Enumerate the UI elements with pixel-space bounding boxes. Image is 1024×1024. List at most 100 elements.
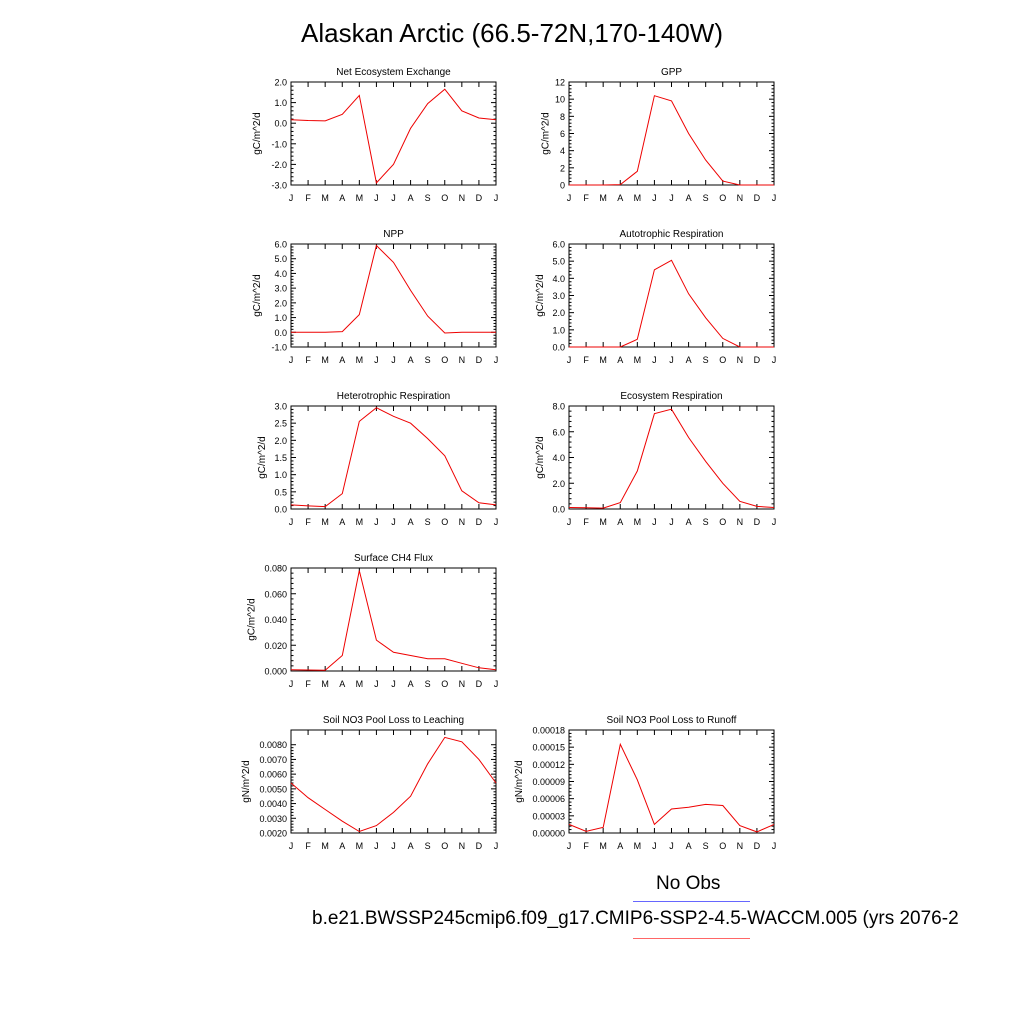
x-tick-label: O: [441, 355, 448, 365]
y-tick-label: -1.0: [271, 139, 287, 149]
series-line: [568, 408, 775, 509]
y-tick-label: 0.0: [274, 119, 287, 129]
x-tick-label: A: [408, 193, 414, 203]
y-tick-label: 3.0: [552, 291, 565, 301]
page-title: Alaskan Arctic (66.5-72N,170-140W): [301, 18, 723, 48]
x-tick-label: S: [703, 355, 709, 365]
x-tick-label: F: [583, 841, 589, 851]
series-line: [290, 407, 497, 508]
x-tick-label: J: [391, 355, 396, 365]
y-tick-label: 2.0: [552, 479, 565, 489]
x-tick-label: A: [617, 841, 623, 851]
panel-title: NPP: [383, 229, 404, 240]
x-tick-label: D: [754, 193, 761, 203]
y-tick-label: 1.0: [274, 313, 287, 323]
y-tick-label: 0.0060: [259, 770, 287, 780]
y-tick-label: 2.0: [274, 436, 287, 446]
x-tick-label: J: [567, 193, 572, 203]
y-tick-label: 0.0: [274, 505, 287, 515]
y-tick-label: 1.0: [274, 470, 287, 480]
x-tick-label: J: [567, 841, 572, 851]
y-tick-label: 6.0: [552, 240, 565, 250]
y-tick-label: 0.00015: [532, 743, 565, 753]
x-tick-label: J: [669, 841, 674, 851]
x-tick-label: S: [425, 517, 431, 527]
legend-obs-line: [633, 901, 750, 902]
x-tick-label: O: [719, 355, 726, 365]
y-tick-label: 0.00000: [532, 829, 565, 839]
y-tick-label: 4.0: [274, 269, 287, 279]
y-tick-label: 0.0: [552, 343, 565, 353]
panel-title: Heterotrophic Respiration: [337, 391, 450, 402]
x-tick-label: N: [459, 355, 466, 365]
y-axis-label: gC/m^2/d: [247, 598, 258, 641]
x-tick-label: S: [425, 841, 431, 851]
x-tick-label: M: [634, 841, 642, 851]
x-tick-label: S: [425, 193, 431, 203]
panel-title: GPP: [661, 67, 682, 78]
x-tick-label: J: [494, 355, 499, 365]
x-tick-label: A: [408, 679, 414, 689]
y-tick-label: 2.0: [274, 78, 287, 88]
panel-title: Surface CH4 Flux: [354, 553, 433, 564]
y-tick-label: 0.00006: [532, 794, 565, 804]
x-tick-label: A: [339, 355, 345, 365]
x-tick-label: A: [408, 841, 414, 851]
y-tick-label: 0.0080: [259, 740, 287, 750]
x-tick-label: N: [737, 841, 744, 851]
x-tick-label: D: [476, 517, 483, 527]
x-tick-label: J: [772, 355, 777, 365]
y-tick-label: 2.0: [274, 298, 287, 308]
x-tick-label: M: [356, 517, 364, 527]
x-tick-label: J: [289, 517, 294, 527]
y-tick-label: 0.040: [264, 615, 287, 625]
x-tick-label: M: [321, 193, 329, 203]
x-tick-label: J: [669, 193, 674, 203]
y-axis-label: gC/m^2/d: [257, 436, 268, 479]
y-tick-label: 0.080: [264, 564, 287, 574]
series-line: [291, 244, 496, 334]
x-tick-label: N: [459, 679, 466, 689]
y-tick-label: 0.00003: [532, 811, 565, 821]
x-tick-label: M: [356, 841, 364, 851]
y-axis-label: gN/m^2/d: [241, 760, 252, 803]
x-tick-label: M: [634, 193, 642, 203]
x-tick-label: S: [425, 355, 431, 365]
y-tick-label: 2: [560, 163, 565, 173]
legend-case-label: b.e21.BWSSP245cmip6.f09_g17.CMIP6-SSP2-4…: [312, 908, 959, 929]
x-tick-label: J: [772, 193, 777, 203]
x-tick-label: J: [772, 517, 777, 527]
y-axis-label: gC/m^2/d: [540, 112, 551, 155]
y-tick-label: 4.0: [552, 453, 565, 463]
series-line: [569, 259, 774, 348]
y-tick-label: 4: [560, 146, 565, 156]
y-tick-label: 0.020: [264, 641, 287, 651]
x-tick-label: F: [305, 679, 311, 689]
y-axis-label: gC/m^2/d: [535, 436, 546, 479]
x-tick-label: N: [459, 193, 466, 203]
x-tick-label: F: [583, 355, 589, 365]
series-line: [568, 742, 775, 833]
x-tick-label: A: [408, 355, 414, 365]
x-tick-label: M: [321, 679, 329, 689]
x-tick-label: N: [737, 193, 744, 203]
y-tick-label: 0.0030: [259, 814, 287, 824]
x-tick-label: J: [391, 517, 396, 527]
y-tick-label: 0.060: [264, 589, 287, 599]
y-tick-label: 2.5: [274, 419, 287, 429]
x-tick-label: N: [459, 841, 466, 851]
x-tick-label: S: [425, 679, 431, 689]
y-tick-label: 4.0: [552, 274, 565, 284]
x-tick-label: S: [703, 193, 709, 203]
x-tick-label: J: [391, 841, 396, 851]
x-tick-label: J: [567, 517, 572, 527]
x-tick-label: M: [599, 193, 607, 203]
panel-title: Autotrophic Respiration: [620, 229, 724, 240]
y-tick-label: 12: [555, 78, 565, 88]
y-tick-label: 8: [560, 112, 565, 122]
y-tick-label: 1.0: [274, 98, 287, 108]
x-tick-label: N: [459, 517, 466, 527]
x-tick-label: M: [356, 679, 364, 689]
x-tick-label: A: [686, 193, 692, 203]
